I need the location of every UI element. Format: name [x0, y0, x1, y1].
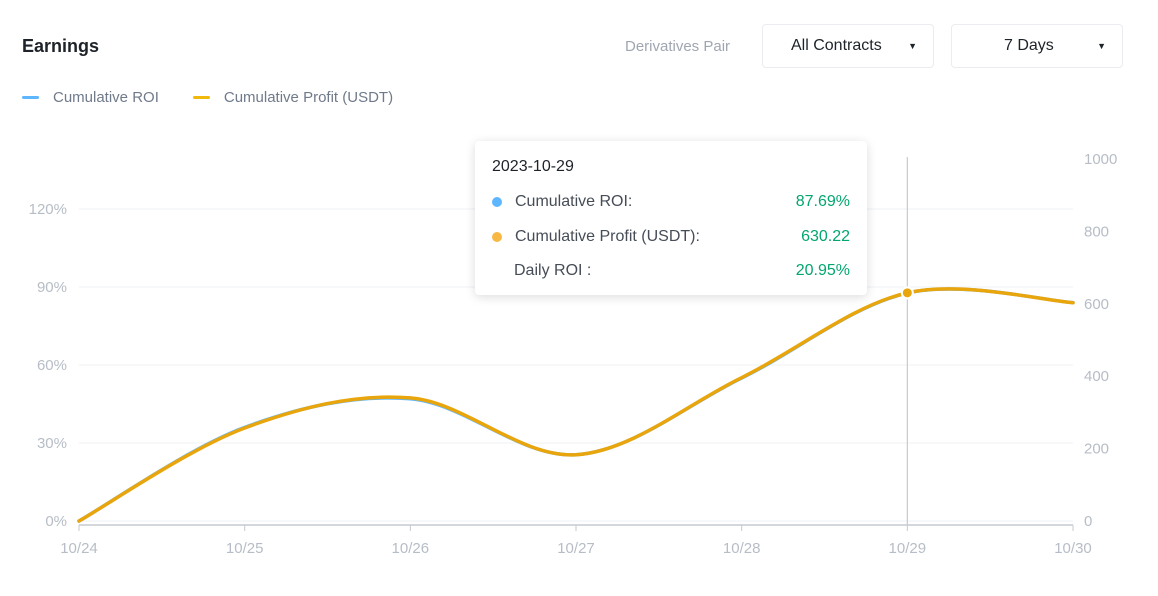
contract-select-value: All Contracts — [791, 37, 882, 54]
y-left-tick-label: 60% — [37, 357, 67, 374]
y-right-tick-label: 800 — [1084, 223, 1109, 240]
page-title: Earnings — [22, 36, 100, 56]
tooltip-row-profit: Cumulative Profit (USDT): 630.22 — [492, 228, 850, 246]
profit-dot-icon — [492, 232, 502, 242]
y-left-tick-label: 120% — [29, 201, 67, 218]
legend-label: Cumulative Profit (USDT) — [223, 89, 394, 106]
x-tick-label: 10/24 — [60, 540, 98, 557]
y-right-tick-label: 200 — [1084, 441, 1109, 458]
contract-select[interactable]: All Contracts ▼ — [762, 24, 934, 68]
caret-down-icon: ▼ — [908, 41, 917, 51]
y-left-tick-label: 30% — [37, 435, 67, 452]
tooltip-value: 87.69% — [795, 193, 850, 210]
tooltip-value: 630.22 — [801, 228, 850, 245]
x-tick-label: 10/29 — [889, 540, 927, 557]
tooltip-row-daily-roi: Daily ROI : 20.95% — [492, 262, 850, 280]
x-tick-label: 10/27 — [557, 540, 595, 557]
tooltip-row-roi: Cumulative ROI: 87.69% — [492, 193, 850, 211]
tooltip-value: 20.95% — [795, 262, 850, 279]
roi-dot-icon — [492, 197, 502, 207]
chart-tooltip: 2023-10-29 Cumulative ROI: 87.69% Cumula… — [475, 141, 867, 295]
y-left-tick-label: 90% — [37, 279, 67, 296]
profit-line — [77, 287, 1075, 523]
tooltip-label: Daily ROI : — [514, 262, 592, 279]
period-select-value: 7 Days — [1004, 37, 1054, 54]
y-right-tick-label: 400 — [1084, 368, 1109, 385]
y-right-tick-label: 600 — [1084, 296, 1109, 313]
legend-swatch-profit — [192, 96, 210, 99]
roi-line — [77, 287, 1075, 523]
period-select[interactable]: 7 Days ▼ — [951, 24, 1123, 68]
x-tick-label: 10/30 — [1054, 540, 1092, 557]
y-right-tick-label: 0 — [1084, 513, 1092, 530]
tooltip-date: 2023-10-29 — [492, 158, 574, 175]
chart-legend: Cumulative ROI Cumulative Profit (USDT) — [22, 89, 393, 106]
x-tick-label: 10/26 — [392, 540, 430, 557]
legend-label: Cumulative ROI — [53, 89, 159, 106]
legend-item-profit[interactable]: Cumulative Profit (USDT) — [192, 89, 394, 106]
tooltip-label: Cumulative ROI: — [515, 193, 633, 210]
highlight-point — [900, 286, 914, 300]
tooltip-label: Cumulative Profit (USDT): — [515, 228, 700, 245]
derivatives-pair-label: Derivatives Pair — [625, 38, 731, 55]
x-tick-label: 10/28 — [723, 540, 761, 557]
y-left-tick-label: 0% — [45, 513, 67, 530]
y-right-tick-label: 1000 — [1084, 151, 1117, 168]
legend-swatch-roi — [22, 96, 39, 99]
legend-item-roi[interactable]: Cumulative ROI — [22, 89, 159, 106]
caret-down-icon: ▼ — [1097, 41, 1106, 51]
x-tick-label: 10/25 — [226, 540, 264, 557]
